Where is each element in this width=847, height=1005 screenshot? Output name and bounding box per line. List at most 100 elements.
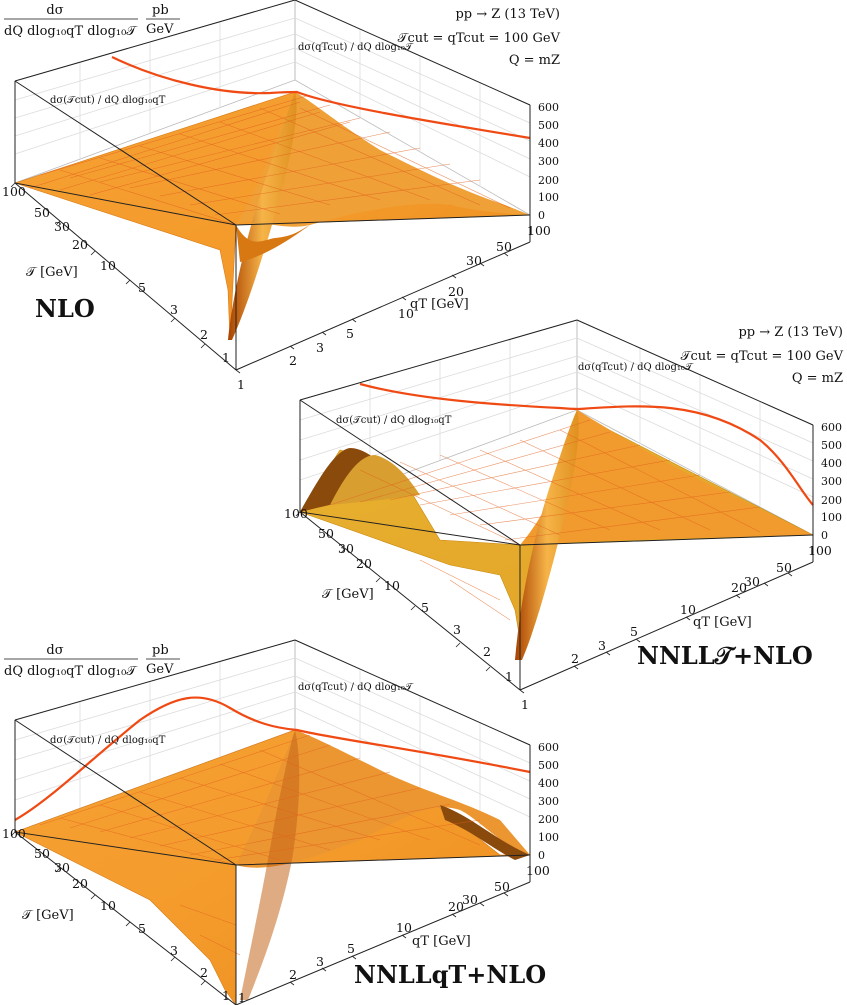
z-label-unit-num: pb — [152, 3, 169, 18]
y-tick: 20 — [356, 556, 372, 571]
ticks-nnll-qt — [10, 831, 509, 986]
z-tick: 0 — [821, 529, 828, 542]
surface-nlo-ridge — [228, 92, 297, 340]
x-tick: 3 — [316, 340, 324, 355]
surface-nnll-t-mesh — [329, 419, 761, 621]
curve-qt-label-nnll-qt: dσ(qTcut) / dQ dlog₁₀𝒯 — [298, 682, 414, 693]
x-tick: 20 — [731, 580, 747, 595]
ticks-nlo — [10, 182, 509, 374]
surface-nnll-qt-mesh — [39, 734, 481, 956]
curve-qt-cut-nnll-t — [359, 382, 814, 506]
x-tick: 100 — [527, 223, 551, 238]
y-tick: 10 — [100, 258, 116, 273]
x-tick: 2 — [571, 651, 579, 666]
z-tick: 600 — [538, 741, 559, 754]
z-tick: 100 — [538, 191, 559, 204]
panel-nnll-t: NNLL𝒯+NLO 𝒯 [GeV] qT [GeV] 0 100 200 300… — [284, 319, 844, 712]
panel-nlo: NLO 𝒯 [GeV] qT [GeV] 0 100 200 300 400 5… — [2, 0, 561, 392]
scale-nlo: Q = mZ — [509, 53, 560, 68]
x-tick: 2 — [289, 967, 297, 982]
curve-t-label-nnll-t: dσ(𝒯cut) / dQ dlog₁₀qT — [336, 415, 452, 426]
ticks-nnll-t — [295, 511, 793, 694]
curve-qt-label-nnll-t: dσ(qTcut) / dQ dlog₁₀𝒯 — [578, 362, 694, 373]
x-axis-label-nnll-qt: qT [GeV] — [412, 934, 471, 949]
x-tick: 50 — [494, 879, 510, 894]
y-tick: 3 — [453, 622, 461, 637]
y-tick: 30 — [338, 541, 354, 556]
y-axis-label-nlo: 𝒯 [GeV] — [26, 265, 78, 280]
z-label-num: dσ — [46, 3, 63, 18]
x-tick: 3 — [316, 954, 324, 969]
curve-qt-cut-nlo — [111, 56, 531, 140]
x-tick: 10 — [396, 920, 412, 935]
y-tick: 2 — [200, 965, 208, 980]
z-label-num: dσ — [46, 643, 63, 658]
z-tick: 600 — [821, 421, 842, 434]
x-axis-label-nlo: qT [GeV] — [410, 297, 469, 312]
x-tick: 1 — [237, 377, 245, 392]
surface-nlo-hill — [236, 92, 530, 227]
z-label-den: dQ dlog₁₀qT dlog₁₀𝒯 — [4, 24, 138, 39]
title-nnll-t: NNLL𝒯+NLO — [637, 641, 813, 670]
x-tick: 5 — [346, 326, 354, 341]
x-tick: 30 — [744, 574, 760, 589]
z-tick: 600 — [538, 101, 559, 114]
z-tick: 500 — [821, 439, 842, 452]
y-tick: 30 — [54, 860, 70, 875]
x-axis-label-nnll-t: qT [GeV] — [693, 615, 752, 630]
y-tick: 50 — [318, 526, 334, 541]
x-tick: 50 — [776, 560, 792, 575]
z-tick: 300 — [821, 475, 842, 488]
process-nlo: pp → Z (13 TeV) — [455, 7, 560, 22]
z-tick: 500 — [538, 759, 559, 772]
x-tick: 100 — [808, 543, 832, 558]
z-ticks-nnll-t: 0 100 200 300 400 500 600 — [821, 421, 842, 542]
y-tick: 2 — [200, 327, 208, 342]
z-label-unit-num: pb — [152, 643, 169, 658]
y-tick: 3 — [170, 302, 178, 317]
x-tick: 10 — [680, 602, 696, 617]
curve-t-cut-nnll-qt — [14, 696, 531, 821]
surface-nnll-t-flat — [520, 410, 813, 545]
z-ticks-nlo: 0 100 200 300 400 500 600 — [538, 101, 559, 222]
z-tick: 400 — [821, 457, 842, 470]
y-tick: 100 — [2, 826, 26, 841]
y-tick: 10 — [100, 898, 116, 913]
z-tick: 400 — [538, 137, 559, 150]
y-tick: 1 — [505, 669, 513, 684]
x-tick: 1 — [238, 990, 246, 1005]
z-tick: 400 — [538, 777, 559, 790]
y-tick: 3 — [170, 943, 178, 958]
y-tick: 5 — [138, 921, 146, 936]
y-tick: 20 — [72, 876, 88, 891]
surface-nnll-t-bump-front — [330, 455, 420, 505]
y-tick: 50 — [34, 205, 50, 220]
y-ticks-nnll-t: 1 2 3 5 10 20 30 50 100 — [284, 506, 513, 684]
x-tick: 5 — [347, 941, 355, 956]
y-tick: 50 — [34, 846, 50, 861]
panel-nnll-qt: NNLLqT+NLO 𝒯 [GeV] qT [GeV] 0 100 200 30… — [2, 639, 559, 1005]
curve-qt-label-nlo: dσ(qTcut) / dQ dlog₁₀𝒯 — [298, 42, 414, 53]
z-tick: 0 — [538, 849, 545, 862]
z-tick: 200 — [821, 494, 842, 507]
z-tick: 100 — [821, 511, 842, 524]
curve-t-label-nnll-qt: dσ(𝒯cut) / dQ dlog₁₀qT — [50, 735, 166, 746]
y-tick: 2 — [483, 644, 491, 659]
x-tick: 10 — [398, 306, 414, 321]
y-tick: 100 — [284, 506, 308, 521]
x-tick: 20 — [448, 899, 464, 914]
y-tick: 10 — [384, 578, 400, 593]
z-axis-label-nlo: dσ dQ dlog₁₀qT dlog₁₀𝒯 pb GeV — [4, 3, 180, 39]
x-ticks-nnll-qt: 1 2 3 5 10 20 30 50 100 — [238, 863, 550, 1005]
y-axis-label-nnll-t: 𝒯 [GeV] — [322, 587, 374, 602]
x-tick: 20 — [448, 284, 464, 299]
x-tick: 1 — [521, 697, 529, 712]
x-tick: 50 — [496, 239, 512, 254]
y-tick: 30 — [54, 219, 70, 234]
y-tick: 1 — [222, 350, 230, 365]
cut-nnll-t: 𝒯cut = qTcut = 100 GeV — [681, 349, 844, 364]
y-tick: 5 — [421, 600, 429, 615]
cut-nlo: 𝒯cut = qTcut = 100 GeV — [398, 31, 561, 46]
z-label-unit-den: GeV — [146, 22, 174, 37]
